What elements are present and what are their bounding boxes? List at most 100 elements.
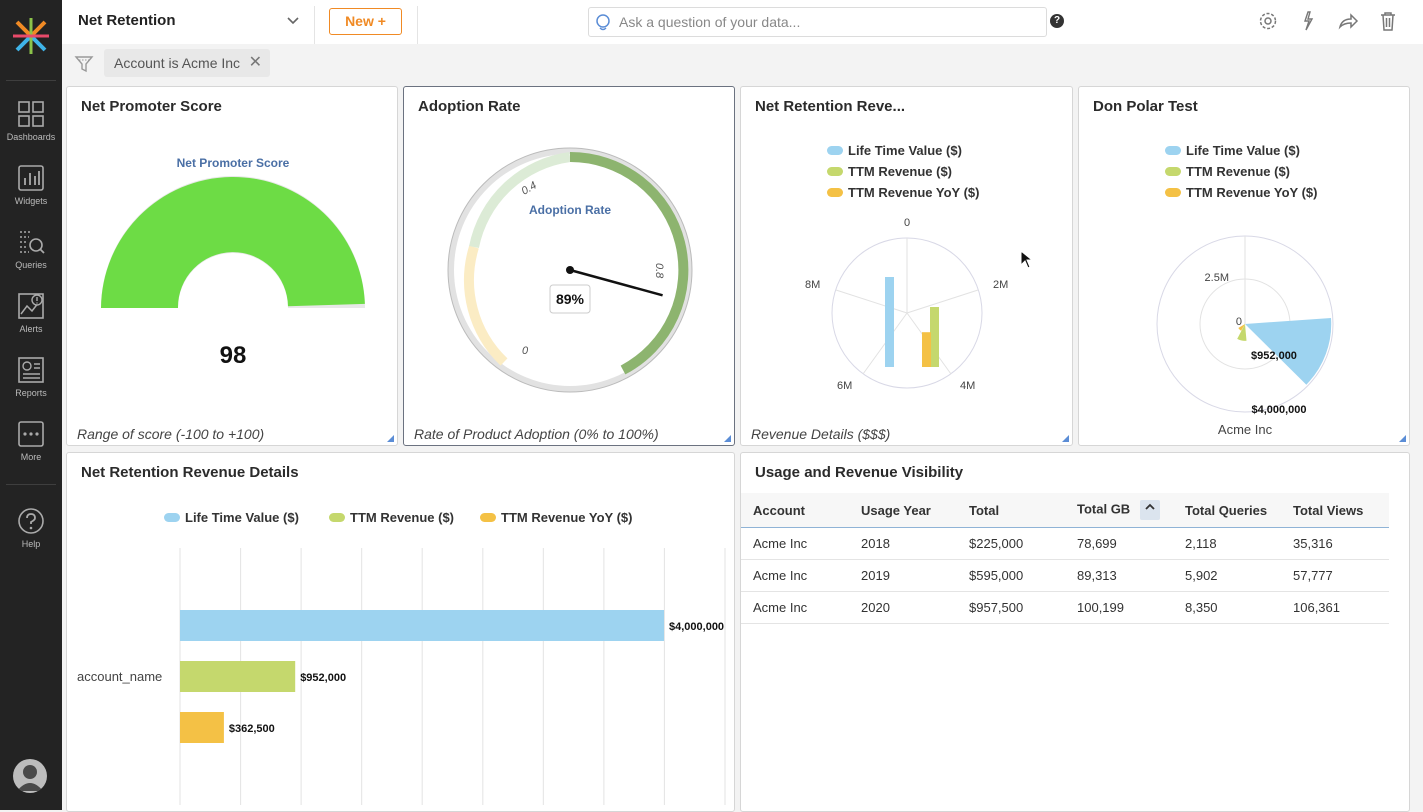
net-retention-details-widget[interactable]: Net Retention Revenue Details Life Time … [66,452,735,812]
reports-icon [18,357,44,383]
polar-tick: 2M [993,279,1008,291]
table-cell: 2020 [849,591,957,624]
don-polar-test-widget[interactable]: Don Polar Test Life Time Value ($) TTM R… [1078,86,1410,446]
legend-swatch-ltv [1165,146,1181,155]
toolbar-divider [417,6,418,44]
data-label: $4,000,000 [1251,404,1306,416]
bar[interactable] [180,661,296,692]
data-table: Account Usage Year Total Total GB Total … [741,493,1389,624]
widget-title: Net Retention Reve... [755,98,906,115]
column-header[interactable]: Total Views [1281,493,1389,528]
nav-divider [6,80,56,81]
nps-widget[interactable]: Net Promoter Score Net Promoter Score 98… [66,86,398,446]
filter-chip[interactable]: Account is Acme Inc ✕ [104,49,271,77]
share-icon[interactable] [1337,10,1359,32]
polar-tick: 6M [837,380,852,392]
chart-legend: Life Time Value ($) TTM Revenue ($) TTM … [1165,143,1317,200]
table-row[interactable]: Acme Inc 2020 $957,500 100,199 8,350 106… [741,591,1389,624]
column-header[interactable]: Total Queries [1173,493,1281,528]
legend-label: Life Time Value ($) [185,510,299,525]
widget-title: Adoption Rate [418,98,521,115]
column-header[interactable]: Account [741,493,849,528]
widget-title: Don Polar Test [1093,98,1198,115]
dashboards-icon [18,101,44,127]
widget-footer: Revenue Details ($$$) [751,426,891,442]
polar-tick: 2.5M [1205,272,1229,284]
table-row[interactable]: Acme Inc 2019 $595,000 89,313 5,902 57,7… [741,559,1389,592]
legend-label: TTM Revenue YoY ($) [501,510,632,525]
table-cell: 57,777 [1281,559,1389,592]
y-axis-category: account_name [77,669,162,684]
chart-title: Adoption Rate [529,203,611,217]
horizontal-bar-chart: Life Time Value ($) TTM Revenue ($) TTM … [77,510,726,805]
help-icon [18,508,44,534]
chart-title: Net Promoter Score [177,156,290,170]
resize-handle[interactable] [1399,435,1406,442]
nav-widgets[interactable]: Widgets [0,164,62,206]
table-cell: 2018 [849,527,957,560]
polar-tick: 8M [805,279,820,291]
polar-bar-chart: Life Time Value ($) TTM Revenue ($) TTM … [805,143,1008,392]
nav-queries[interactable]: Queries [0,228,62,270]
nav-label: Widgets [14,196,48,206]
alerts-icon [18,293,44,319]
more-icon [18,421,44,447]
bar[interactable] [180,712,224,743]
close-icon[interactable]: ✕ [248,54,263,71]
sort-ascending-icon[interactable] [1140,500,1161,520]
table-cell: $595,000 [957,559,1065,592]
legend-swatch-ttm [329,513,345,522]
gauge-needle [569,268,663,297]
polar-slice[interactable] [1238,324,1245,331]
nav-reports[interactable]: Reports [0,356,62,398]
filter-funnel-icon[interactable] [74,54,94,74]
voice-assistant-icon [596,14,610,31]
chart-legend: Life Time Value ($) TTM Revenue ($) TTM … [164,510,632,525]
adoption-gauge-chart: 0 0.4 0.8 Adoption Rate 89% [447,147,693,393]
widget-title: Usage and Revenue Visibility [755,464,964,481]
adoption-widget[interactable]: Adoption Rate 0 0.4 0.8 Adoption Rate 89… [403,86,735,446]
nav-label: Queries [15,260,47,270]
resize-handle[interactable] [1062,435,1069,442]
usage-revenue-table-widget[interactable]: Usage and Revenue Visibility Account Usa… [740,452,1410,812]
chevron-down-icon[interactable] [286,14,300,28]
nav-help[interactable]: Help [0,507,62,549]
polar-slice[interactable] [1245,318,1332,385]
bar[interactable] [180,610,664,641]
polar-bar[interactable] [930,307,939,367]
resize-handle[interactable] [387,435,394,442]
nav-divider [6,484,56,485]
polar-bar[interactable] [885,277,894,367]
ask-question-input[interactable]: Ask a question of your data... [588,7,1047,37]
nav-more[interactable]: More [0,420,62,462]
nav-alerts[interactable]: Alerts [0,292,62,334]
data-label: $362,500 [229,723,275,735]
table-cell: Acme Inc [741,527,849,560]
nps-gauge-chart: Net Promoter Score 98 [101,156,365,369]
column-header[interactable]: Total [957,493,1065,528]
nav-dashboards[interactable]: Dashboards [0,100,62,142]
ai-insights-icon[interactable] [1297,10,1319,32]
column-header[interactable]: Usage Year [849,493,957,528]
table-cell: 2,118 [1173,527,1281,560]
sidebar: Dashboards Widgets Queries Alerts Report… [0,0,62,810]
app-logo[interactable] [11,16,51,56]
table-row[interactable]: Acme Inc 2018 $225,000 78,699 2,118 35,3… [741,527,1389,560]
new-button[interactable]: New + [329,8,402,35]
widget-footer: Rate of Product Adoption (0% to 100%) [414,426,659,442]
net-retention-polar-widget[interactable]: Net Retention Reve... Life Time Value ($… [740,86,1073,446]
delete-trash-icon[interactable] [1377,10,1399,32]
gauge-band-high [569,151,689,375]
polar-slice[interactable] [1237,324,1247,341]
user-avatar[interactable] [13,759,47,793]
polar-bar[interactable] [922,332,931,367]
resize-handle[interactable] [724,435,731,442]
toolbar-divider [314,6,315,44]
dashboard-title[interactable]: Net Retention [78,12,176,29]
nav-label: Alerts [19,324,43,334]
question-help-icon[interactable]: ? [1050,14,1064,28]
settings-gear-icon[interactable] [1257,10,1279,32]
filter-bar: Account is Acme Inc ✕ [62,44,1423,84]
gauge-value: 98 [220,342,247,369]
column-header-total-gb[interactable]: Total GB [1065,493,1173,528]
